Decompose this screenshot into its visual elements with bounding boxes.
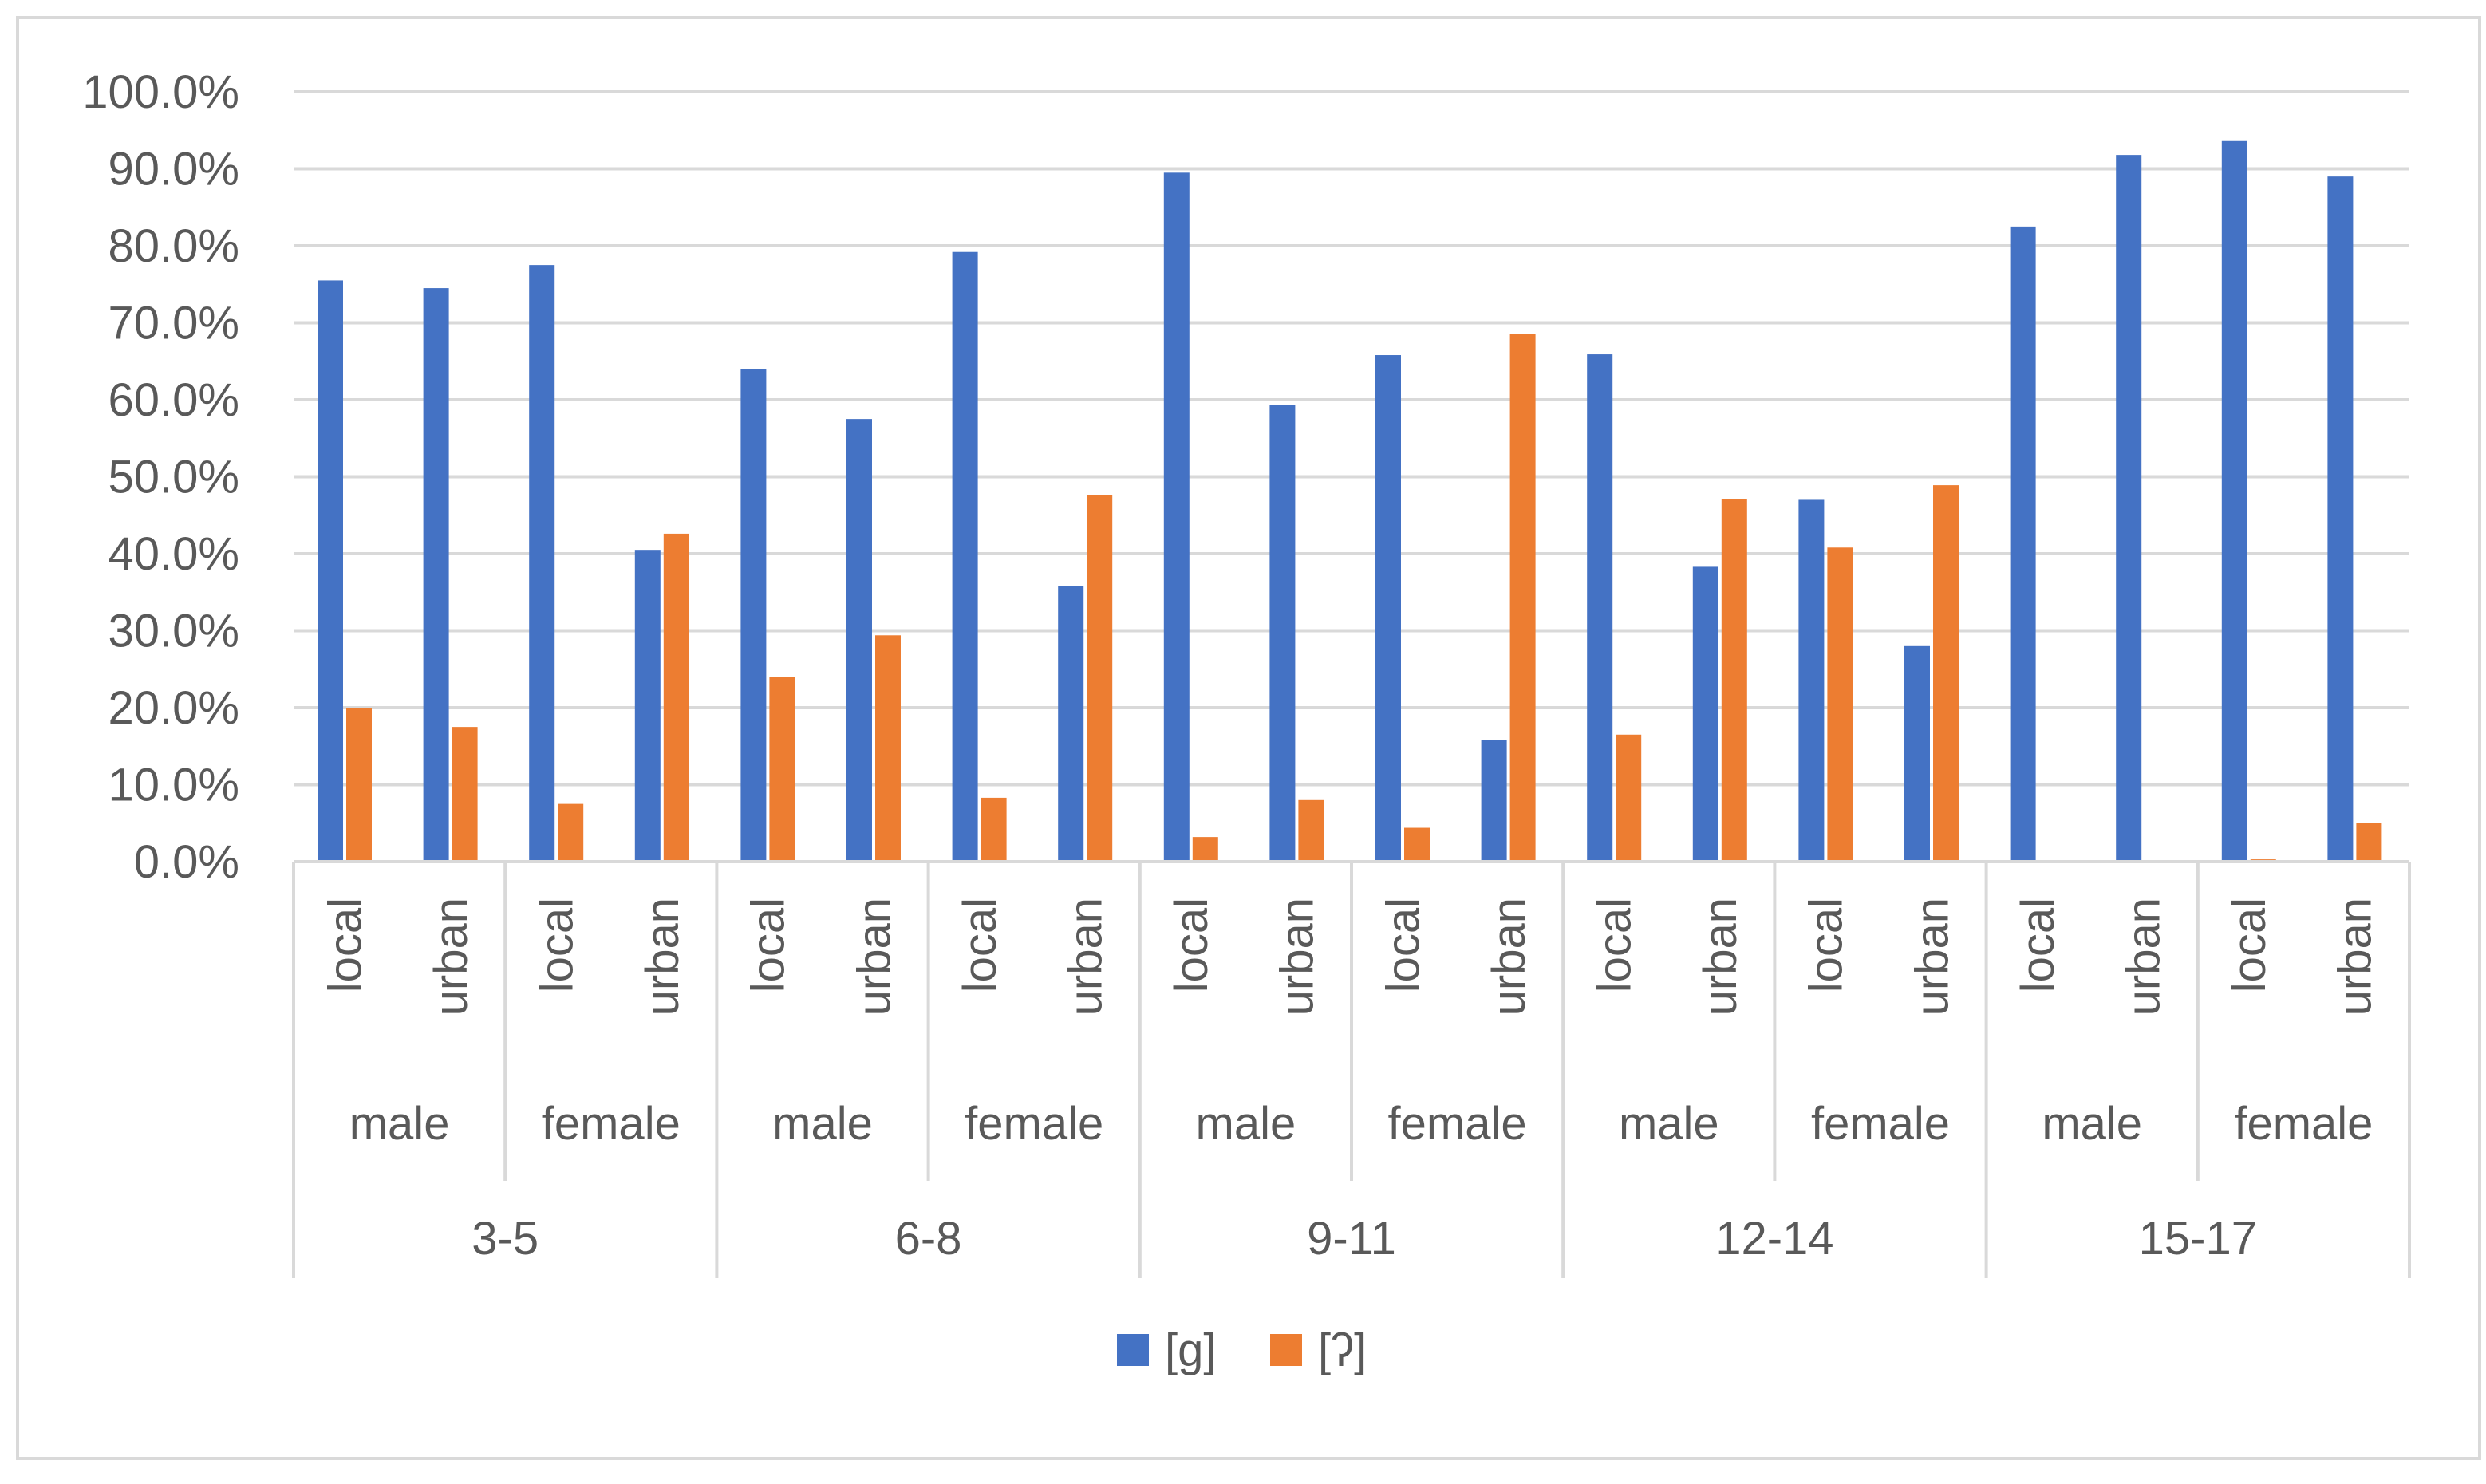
bar-g-7 bbox=[1058, 586, 1084, 862]
y-tick-label: 100.0% bbox=[82, 66, 239, 118]
bar-glottal-12 bbox=[1616, 734, 1642, 862]
area-label: urban bbox=[1906, 898, 1958, 1016]
gender-label: female bbox=[1388, 1098, 1527, 1150]
area-label: local bbox=[954, 898, 1006, 993]
bar-g-17 bbox=[2116, 155, 2142, 862]
bar-glottal-11 bbox=[1509, 334, 1536, 862]
bar-g-13 bbox=[1692, 566, 1718, 862]
gender-label: male bbox=[1196, 1098, 1296, 1150]
area-label: urban bbox=[2118, 898, 2170, 1016]
bar-glottal-9 bbox=[1298, 799, 1324, 862]
y-tick-label: 30.0% bbox=[109, 606, 239, 657]
area-label: local bbox=[743, 898, 795, 993]
bar-glottal-2 bbox=[558, 803, 584, 862]
gender-label: female bbox=[542, 1098, 681, 1150]
legend-swatch-g bbox=[1117, 1334, 1149, 1366]
age-group-label: 3-5 bbox=[472, 1213, 539, 1265]
gender-label: female bbox=[2234, 1098, 2373, 1150]
area-label: urban bbox=[1483, 898, 1535, 1016]
chart-frame bbox=[16, 16, 2481, 1460]
y-tick-label: 0.0% bbox=[134, 836, 239, 888]
legend-label-glottal: [ʔ] bbox=[1318, 1324, 1367, 1376]
bar-glottal-1 bbox=[452, 727, 478, 862]
y-tick-label: 20.0% bbox=[109, 682, 239, 734]
area-label: urban bbox=[1695, 898, 1746, 1016]
age-group-label: 6-8 bbox=[895, 1213, 962, 1265]
bar-glottal-15 bbox=[1933, 485, 1959, 862]
bar-g-16 bbox=[2010, 226, 2036, 862]
y-axis-tick-labels: 0.0% 10.0% 20.0% 30.0% 40.0% 50.0% 60.0% 70.0% 8… bbox=[82, 66, 239, 888]
bars bbox=[318, 140, 2382, 862]
area-label: local bbox=[2224, 898, 2275, 993]
bar-g-3 bbox=[634, 550, 661, 862]
gender-label: male bbox=[772, 1098, 873, 1150]
bar-g-9 bbox=[1269, 405, 1296, 862]
bar-g-12 bbox=[1587, 354, 1613, 862]
bar-g-0 bbox=[318, 280, 343, 862]
area-label: urban bbox=[2330, 898, 2381, 1016]
bar-glottal-5 bbox=[875, 635, 901, 862]
area-label: urban bbox=[637, 898, 689, 1016]
bar-g-5 bbox=[846, 419, 872, 862]
bar-g-8 bbox=[1163, 172, 1190, 862]
y-tick-label: 60.0% bbox=[109, 374, 239, 426]
bar-glottal-19 bbox=[2356, 823, 2382, 862]
area-label: urban bbox=[1060, 898, 1112, 1016]
bar-glottal-3 bbox=[663, 533, 689, 862]
gender-label: male bbox=[349, 1098, 450, 1150]
area-label: local bbox=[319, 898, 371, 993]
area-label: urban bbox=[425, 898, 477, 1016]
bar-glottal-14 bbox=[1827, 547, 1853, 862]
bar-g-11 bbox=[1481, 740, 1507, 862]
bar-glottal-7 bbox=[1087, 495, 1113, 862]
y-tick-label: 80.0% bbox=[109, 220, 239, 272]
age-group-label: 9-11 bbox=[1307, 1213, 1396, 1265]
bar-g-1 bbox=[423, 288, 449, 862]
area-label: local bbox=[2012, 898, 2064, 993]
gender-label: female bbox=[1811, 1098, 1950, 1150]
legend-label-g: [g] bbox=[1165, 1324, 1217, 1376]
bar-g-15 bbox=[1904, 645, 1930, 862]
x-axis bbox=[292, 860, 2411, 1278]
bar-glottal-10 bbox=[1404, 827, 1430, 862]
bar-glottal-6 bbox=[981, 797, 1007, 862]
bar-g-4 bbox=[740, 369, 767, 862]
y-tick-label: 10.0% bbox=[109, 760, 239, 811]
bar-g-14 bbox=[1798, 499, 1825, 862]
gender-label: male bbox=[2042, 1098, 2142, 1150]
bar-glottal-4 bbox=[769, 677, 795, 862]
area-label: urban bbox=[848, 898, 900, 1016]
area-label: local bbox=[1589, 898, 1641, 993]
bar-glottal-13 bbox=[1721, 499, 1747, 862]
y-tick-label: 50.0% bbox=[109, 452, 239, 503]
bar-g-6 bbox=[952, 251, 978, 862]
area-label: local bbox=[1166, 898, 1217, 993]
y-tick-label: 90.0% bbox=[109, 144, 239, 195]
x-axis-category-labels: local urban local urban local urban local urban… bbox=[319, 898, 2381, 1265]
y-tick-label: 70.0% bbox=[109, 298, 239, 349]
age-group-label: 15-17 bbox=[2139, 1213, 2257, 1265]
area-label: local bbox=[531, 898, 583, 993]
gender-label: female bbox=[965, 1098, 1103, 1150]
legend: [g] [ʔ] bbox=[1117, 1324, 1367, 1376]
area-label: local bbox=[1801, 898, 1853, 993]
bar-glottal-0 bbox=[346, 708, 372, 862]
y-tick-label: 40.0% bbox=[109, 528, 239, 580]
bar-g-18 bbox=[2221, 140, 2247, 862]
bar-glottal-8 bbox=[1192, 837, 1218, 862]
area-label: local bbox=[1377, 898, 1429, 993]
gender-label: male bbox=[1619, 1098, 1719, 1150]
area-label: urban bbox=[1272, 898, 1324, 1016]
age-group-label: 12-14 bbox=[1715, 1213, 1833, 1265]
bar-g-19 bbox=[2327, 176, 2354, 862]
bar-g-10 bbox=[1375, 355, 1401, 862]
legend-swatch-glottal bbox=[1270, 1334, 1302, 1366]
bar-g-2 bbox=[529, 265, 555, 862]
